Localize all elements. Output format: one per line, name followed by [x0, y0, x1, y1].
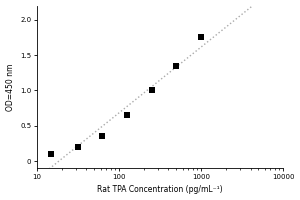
X-axis label: Rat TPA Concentration (pg/mL⁻¹): Rat TPA Concentration (pg/mL⁻¹): [97, 185, 223, 194]
Y-axis label: OD=450 nm: OD=450 nm: [6, 63, 15, 111]
